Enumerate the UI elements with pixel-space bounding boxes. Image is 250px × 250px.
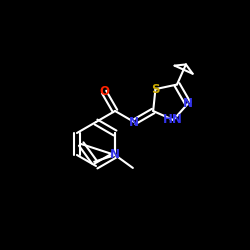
Text: N: N xyxy=(110,148,120,162)
Text: N: N xyxy=(183,97,193,110)
Text: O: O xyxy=(99,86,109,98)
Text: S: S xyxy=(151,82,160,96)
Text: HN: HN xyxy=(163,114,183,126)
Text: N: N xyxy=(129,116,139,128)
